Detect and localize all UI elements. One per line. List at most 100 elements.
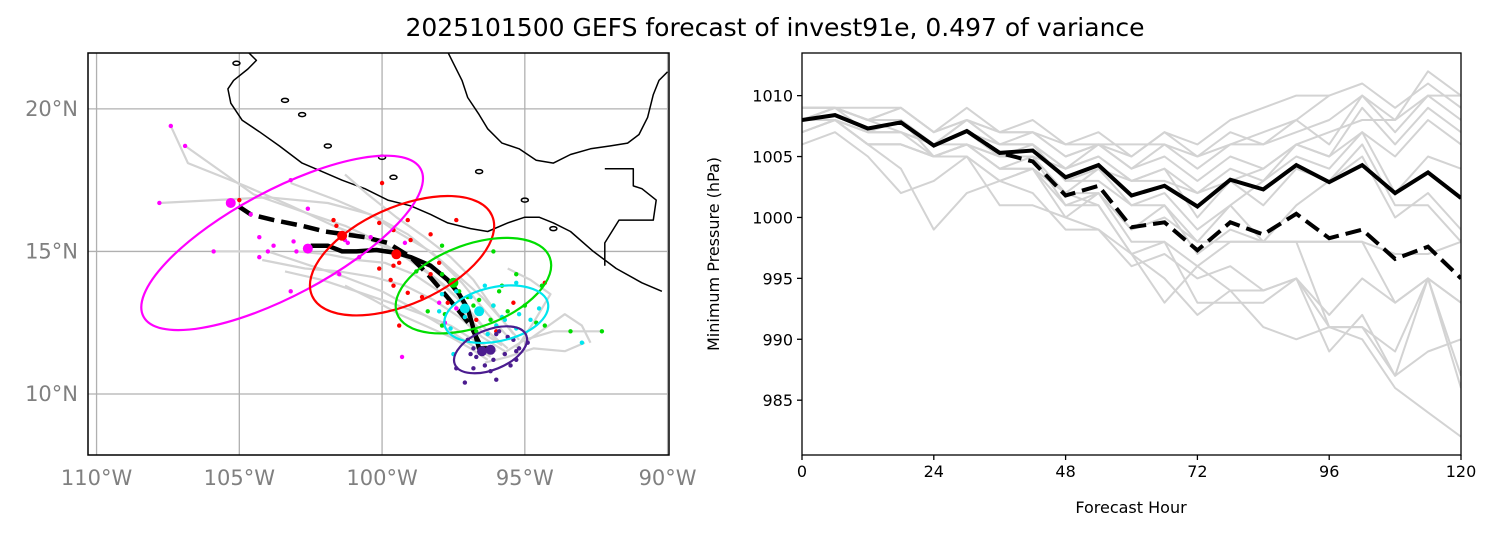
coastline: [447, 53, 669, 164]
positions-96h-point: [388, 277, 393, 283]
positions-120h-mean-point: [225, 197, 236, 208]
island: [474, 168, 484, 175]
ellipse-48h: [443, 284, 550, 344]
positions-120h-point: [265, 249, 271, 254]
island: [323, 143, 333, 149]
ellipse-96h: [308, 194, 496, 317]
positions-96h-point: [377, 220, 382, 226]
member-15-line: [802, 94, 1330, 158]
positions-24h-point: [491, 357, 496, 362]
positions-96h-point: [391, 283, 396, 288]
positions-120h-point: [337, 272, 342, 277]
member-track: [210, 250, 492, 358]
y-tick-label: 990: [762, 330, 793, 349]
member-track: [501, 330, 602, 356]
positions-72h-point: [542, 323, 548, 328]
positions-120h-point: [248, 212, 253, 217]
positions-48h-point: [485, 331, 490, 337]
positions-72h-point: [471, 303, 476, 308]
map-longitude-labels: 110°W 105°W 100°W 95°W 90°W: [61, 466, 697, 490]
y-tick-label: 985: [762, 391, 793, 410]
positions-48h-point: [454, 289, 459, 294]
positions-24h-point: [508, 363, 513, 368]
uncertainty-ellipses: [140, 154, 553, 375]
positions-120h-point: [399, 354, 405, 360]
positions-96h-point: [331, 217, 336, 223]
positions-48h-point: [436, 309, 442, 314]
pressure-x-ticks: 0 24 48 72 96 120: [797, 455, 1476, 481]
positions-120h-point: [157, 200, 162, 206]
positions-96h-point: [396, 260, 402, 266]
positions-48h-point: [448, 326, 453, 331]
positions-120h-point: [291, 239, 296, 244]
positions-72h-point: [439, 323, 445, 328]
x-tick-label: 96: [1319, 462, 1339, 481]
positions-96h-point: [428, 232, 433, 237]
positions-24h-point: [468, 351, 473, 357]
positions-96h-point: [379, 180, 385, 186]
coastline: [227, 53, 663, 292]
ellipse-72h: [394, 236, 553, 335]
member-17-line: [802, 119, 1461, 255]
positions-72h-point: [568, 329, 573, 334]
positions-120h-point: [368, 234, 373, 240]
positions-96h-point: [405, 217, 410, 223]
positions-24h-point: [482, 363, 488, 368]
positions-48h-point: [536, 306, 542, 311]
positions-24h-point: [502, 351, 508, 357]
positions-72h-point: [488, 317, 493, 323]
mean-dashed-line: [965, 129, 1461, 280]
island: [520, 197, 530, 203]
x-tick-label: 24: [924, 462, 944, 481]
positions-120h-point: [454, 306, 459, 311]
positions-72h-point: [439, 243, 445, 248]
mean-pressure-lines: [802, 113, 1461, 280]
island: [280, 97, 290, 104]
member-12-line: [802, 106, 1461, 389]
positions-120h-point: [182, 143, 188, 149]
positions-24h-point: [514, 349, 519, 354]
positions-24h-mean-point: [485, 344, 496, 355]
positions-120h-point: [345, 240, 351, 246]
positions-96h-point: [419, 294, 425, 300]
positions-96h-point: [454, 217, 459, 223]
mean-solid-line: [802, 113, 1461, 209]
y-tick-label: 1010: [752, 87, 793, 106]
coastline: [604, 168, 657, 266]
positions-24h-point: [496, 329, 502, 334]
island: [297, 111, 307, 118]
positions-120h-point: [257, 254, 262, 260]
figure-title: 2025101500 GEFS forecast of invest91e, 0…: [405, 13, 1144, 42]
longitude-tick-label: 90°W: [639, 466, 697, 490]
x-tick-label: 120: [1446, 462, 1477, 481]
positions-96h-point: [436, 260, 442, 266]
positions-48h-point: [528, 317, 533, 323]
positions-48h-mean-point: [474, 306, 485, 317]
positions-48h-point: [491, 303, 496, 308]
positions-96h-point: [237, 197, 242, 203]
map-frame: [87, 52, 670, 456]
positions-24h-point: [516, 346, 522, 351]
member-track: [484, 341, 586, 364]
positions-120h-point: [271, 243, 276, 248]
longitude-tick-label: 95°W: [496, 466, 554, 490]
positions-96h-point: [377, 266, 382, 271]
ellipse-120h: [140, 154, 425, 332]
x-tick-label: 48: [1055, 462, 1075, 481]
track-map: 110°W 105°W 100°W 95°W 90°W 10°N 15°N 20°N: [25, 52, 697, 490]
ellipse-24h: [452, 325, 529, 375]
positions-96h-point: [334, 223, 339, 228]
positions-96h-point: [445, 300, 450, 305]
positions-48h-point: [468, 294, 473, 300]
pressure-y-axis-label: Minimum Pressure (hPa): [704, 157, 723, 351]
positions-72h-point: [439, 272, 445, 277]
positions-120h-point: [436, 300, 442, 305]
mean-tracks: [232, 201, 494, 351]
x-tick-label: 0: [797, 462, 807, 481]
positions-120h-mean-point: [302, 243, 313, 254]
latitude-tick-label: 15°N: [25, 239, 78, 263]
positions-24h-point: [471, 346, 476, 351]
positions-96h-point: [396, 323, 402, 328]
dashed-mean-track: [232, 201, 482, 344]
